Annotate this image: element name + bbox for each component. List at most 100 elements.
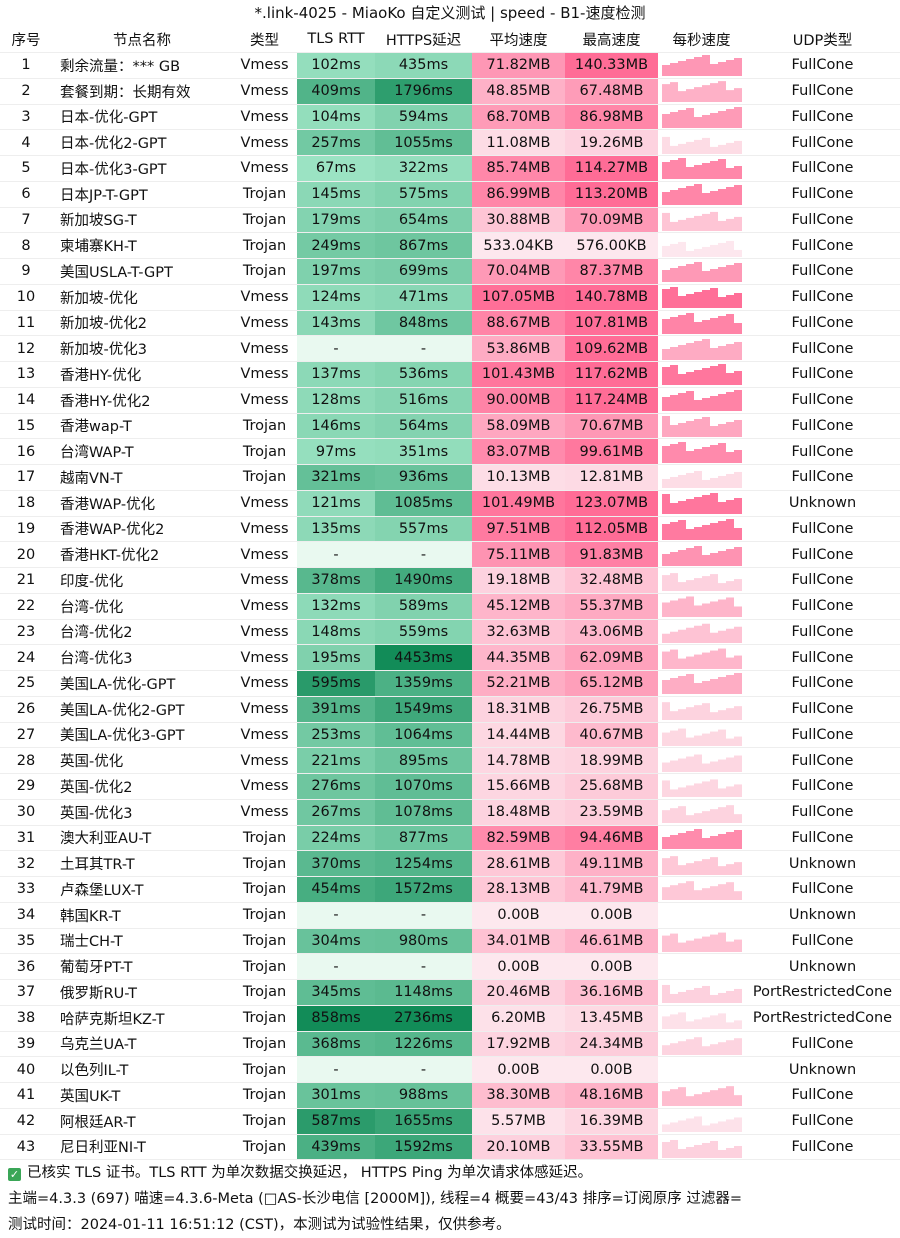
row-number: 29 (0, 773, 52, 800)
sparkline-bar (677, 582, 686, 592)
row-number: 4 (0, 129, 52, 156)
sparkline-bar (685, 707, 694, 721)
sparkline-bar (733, 706, 742, 721)
sparkline-bar (717, 345, 726, 360)
udp-type: FullCone (745, 181, 900, 208)
sparkline-bar (709, 522, 718, 540)
sparkline-bar (693, 705, 702, 721)
sparkline-bar (725, 738, 734, 746)
sparkline-bar (701, 213, 710, 231)
protocol-type: Vmess (232, 335, 297, 362)
https-latency: 1796ms (375, 78, 472, 105)
tls-rtt: - (297, 953, 375, 980)
sparkline-bar (733, 322, 742, 334)
row-number: 5 (0, 155, 52, 182)
sparkline-bar (725, 451, 734, 463)
protocol-type: Trojan (232, 1031, 297, 1058)
protocol-type: Vmess (232, 773, 297, 800)
table-row: 4 日本-优化2-GPT Vmess 257ms 1055ms 11.08MB 19.26M… (0, 129, 900, 156)
udp-type: FullCone (745, 361, 900, 388)
sparkline-bar (701, 1092, 710, 1107)
sparkline-bar (733, 891, 742, 901)
protocol-type: Trojan (232, 232, 297, 259)
sparkline-bar (685, 830, 694, 849)
table-row: 42 阿根廷AR-T Trojan 587ms 1655ms 5.57MB 16.39MB F… (0, 1108, 900, 1135)
average-speed: 88.67MB (472, 310, 565, 337)
sparkline-bar (701, 837, 710, 849)
row-number: 1 (0, 52, 52, 79)
sparkline-bar (677, 549, 686, 566)
speed-sparkline (658, 1134, 745, 1161)
sparkline-bar (717, 550, 726, 566)
average-speed: 86.99MB (472, 181, 565, 208)
sparkline-bar (693, 116, 702, 128)
node-name: 台湾-优化 (52, 593, 232, 620)
node-name: 剩余流量：*** GB (52, 52, 232, 79)
sparkline-bar (733, 755, 742, 772)
max-speed: 49.11MB (565, 850, 658, 877)
average-speed: 18.48MB (472, 799, 565, 826)
sparkline-bar (677, 658, 686, 669)
tls-rtt: 145ms (297, 181, 375, 208)
sparkline-bar (685, 1096, 694, 1107)
node-name: 香港HY-优化2 (52, 387, 232, 414)
average-speed: 58.09MB (472, 413, 565, 440)
sparkline-bar (701, 681, 710, 695)
tls-rtt: 321ms (297, 464, 375, 491)
sparkline (661, 184, 742, 206)
table-row: 27 美国LA-优化3-GPT Vmess 253ms 1064ms 14.44MB 40.… (0, 722, 900, 749)
column-header: 最高速度 (565, 26, 658, 53)
table-row: 32 土耳其TR-T Trojan 370ms 1254ms 28.61MB 49.11MB… (0, 850, 900, 877)
sparkline-bar (693, 683, 702, 695)
row-number: 20 (0, 541, 52, 568)
sparkline-bar (661, 1016, 670, 1030)
row-number: 41 (0, 1082, 52, 1109)
sparkline (661, 648, 742, 669)
node-name: 尼日利亚NI-T (52, 1134, 232, 1161)
sparkline-bar (701, 524, 710, 540)
sparkline-bar (725, 708, 734, 721)
sparkline-bar (685, 1146, 694, 1158)
sparkline-bar (669, 365, 678, 386)
sparkline-bar (709, 995, 718, 1004)
table-row: 34 韩国KR-T Trojan - -0.00B 0.00B Unknown (0, 902, 900, 929)
sparkline-bar (725, 581, 734, 592)
sparkline-bar (693, 57, 702, 77)
max-speed: 140.78MB (565, 284, 658, 311)
speed-sparkline (658, 953, 745, 980)
sparkline-bar (701, 85, 710, 103)
speed-sparkline (658, 387, 745, 414)
speed-sparkline (658, 52, 745, 79)
column-header: UDP类型 (745, 26, 900, 53)
sparkline-bar (709, 64, 718, 77)
protocol-type: Trojan (232, 1056, 297, 1083)
average-speed: 68.70MB (472, 104, 565, 131)
max-speed: 123.07MB (565, 490, 658, 517)
row-number: 36 (0, 953, 52, 980)
https-latency: 351ms (375, 438, 472, 465)
https-latency: 877ms (375, 825, 472, 852)
sparkline-bar (693, 139, 702, 154)
tls-rtt: 128ms (297, 387, 375, 414)
https-latency: 1572ms (375, 876, 472, 903)
sparkline-bar (685, 940, 694, 952)
sparkline-bar (661, 985, 670, 1004)
tls-rtt: 179ms (297, 207, 375, 234)
sparkline-bar (725, 1086, 734, 1107)
row-number: 33 (0, 876, 52, 903)
sparkline-bar (677, 758, 686, 772)
row-number: 17 (0, 464, 52, 491)
sparkline-bar (717, 364, 726, 386)
average-speed: 97.51MB (472, 516, 565, 543)
row-number: 32 (0, 850, 52, 877)
max-speed: 86.98MB (565, 104, 658, 131)
sparkline-bar (693, 400, 702, 412)
sparkline-bar (717, 189, 726, 206)
sparkline-bar (725, 421, 734, 437)
sparkline-bar (661, 65, 670, 77)
sparkline-bar (693, 471, 702, 489)
sparkline-bar (669, 600, 678, 618)
udp-type: FullCone (745, 232, 900, 259)
protocol-type: Vmess (232, 696, 297, 723)
https-latency: 575ms (375, 181, 472, 208)
